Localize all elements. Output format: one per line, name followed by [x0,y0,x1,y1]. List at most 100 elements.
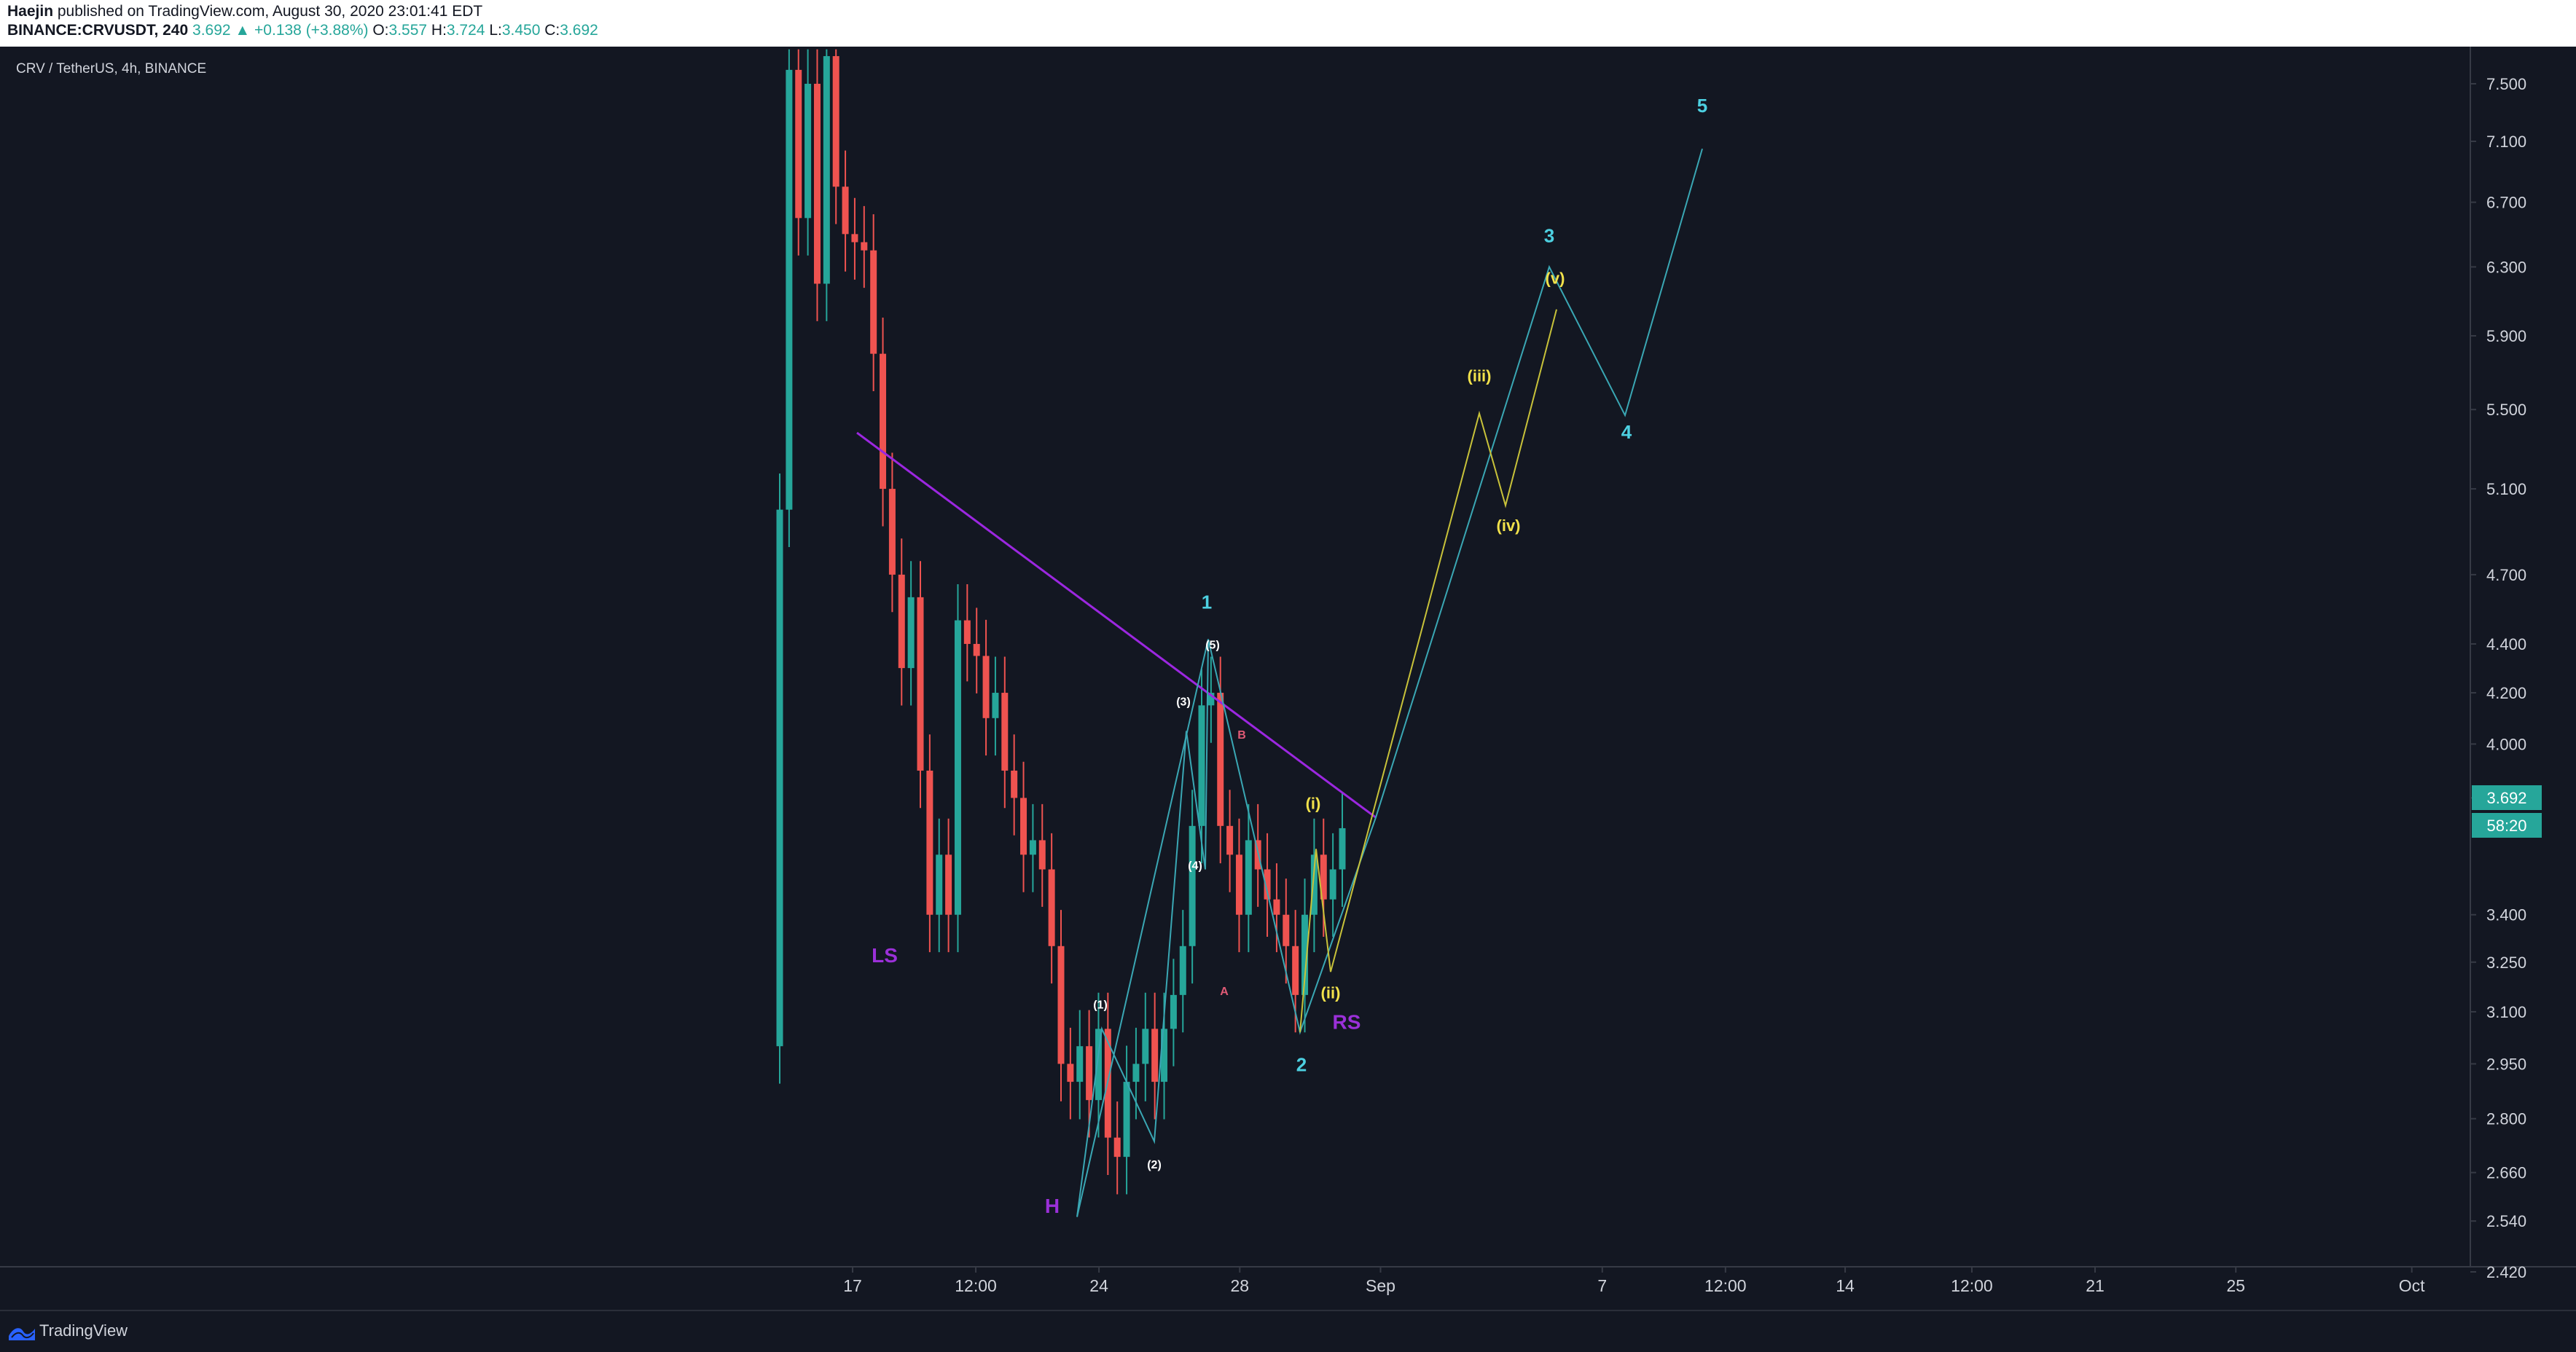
time-tick-label: 25 [2226,1276,2245,1295]
close-value: 3.692 [560,22,598,39]
candle-body [1161,1029,1168,1082]
candle-body [1179,946,1186,995]
wave-label[interactable]: 4 [1621,421,1632,443]
wave-label[interactable]: (iii) [1468,366,1492,385]
price-tick-label: 5.100 [2486,480,2526,498]
time-tick-label: 28 [1231,1276,1250,1295]
wave-label[interactable]: (v) [1546,269,1565,287]
candle-body [936,854,943,915]
price-tick-label: 7.100 [2486,133,2526,151]
candle-body [1151,1029,1159,1082]
wave-label[interactable]: LS [872,944,898,967]
candle-body [823,56,830,284]
time-tick-label: 12:00 [1704,1276,1747,1295]
candle-body [982,656,990,718]
time-tick-label: 21 [2086,1276,2105,1295]
candle-body [880,353,887,490]
candlestick-chart[interactable]: CRV / TetherUS, 4h, BINANCE LS H RS 1 2 3 4 5 (1… [0,47,2576,1310]
candle-body [1067,1064,1074,1082]
candle-body [1264,869,1271,900]
symbol-line: BINANCE:CRVUSDT, 240 [7,22,189,39]
candle-body [1048,869,1055,946]
candle-body [786,69,793,510]
price-tick-label: 3.400 [2486,906,2526,924]
wave-label[interactable]: (ii) [1321,983,1341,1002]
candle-body [795,69,802,219]
candle-body [1226,825,1234,855]
candle-body [1301,914,1309,995]
candle-body [1001,693,1009,771]
tradingview-logo-icon[interactable] [7,1321,36,1342]
wave-label[interactable]: (2) [1147,1159,1162,1171]
wave-label[interactable]: H [1045,1195,1060,1217]
elliott-wave-primary[interactable] [1076,148,1703,1217]
wave-label[interactable]: 1 [1202,592,1212,613]
candle-body [888,489,896,575]
candle-body [1020,798,1027,855]
candle-body [804,84,812,219]
candle-body [963,620,971,644]
candle-body [1123,1082,1130,1158]
price-tick-label: 2.660 [2486,1164,2526,1182]
chart-header: Haejin published on TradingView.com, Aug… [0,0,2576,47]
time-tick-label: 12:00 [955,1276,997,1295]
time-axis: 17 12:00 24 28 Sep 7 12:00 14 12:00 21 25 Oct [843,1267,2425,1295]
price-tick-label: 3.100 [2486,1003,2526,1021]
open-label: O: [372,22,389,39]
candle-body [954,620,961,915]
candle-body [1217,693,1224,826]
candle-body [1339,828,1346,870]
wave-label[interactable]: (3) [1176,696,1191,708]
wave-label[interactable]: B [1237,729,1246,742]
high-value: 3.724 [446,22,485,39]
labels-layer: LS H RS 1 2 3 4 5 (1) (2) (3) (4) (5) A B (i) (ii) (iii) (… [872,95,1707,1217]
candle-body [926,770,933,915]
wave-label[interactable]: 2 [1296,1053,1307,1075]
candle-body [1170,994,1177,1029]
wave-label[interactable]: A [1220,986,1229,998]
price-tick-label: 2.800 [2486,1110,2526,1128]
candle-body [917,597,924,771]
wave-label[interactable]: (1) [1093,999,1108,1011]
chart-frame[interactable]: CRV / TetherUS, 4h, BINANCE LS H RS 1 2 3 4 5 (1… [0,47,2576,1310]
tradingview-brand[interactable]: TradingView [39,1321,128,1340]
candle-body [898,574,905,669]
candle-body [1245,840,1252,915]
price-tick-label: 2.540 [2486,1212,2526,1230]
price-axis: 7.500 7.100 6.700 6.300 5.900 5.500 5.100 4.700… [2470,75,2526,1281]
author-name[interactable]: Haejin [7,3,54,20]
low-value: 3.450 [501,22,541,39]
close-label: C: [544,22,560,39]
candle-body [1076,1046,1084,1082]
price-tick-label: 4.000 [2486,735,2526,753]
elliott-wave-minor[interactable] [1299,309,1557,1033]
candle-body [1292,946,1299,995]
neckline-trendline[interactable] [856,431,1377,819]
ohlc-line: BINANCE:CRVUSDT, 240 3.692 ▲ +0.138 (+3.… [7,22,598,39]
price-change: ▲ +0.138 (+3.88%) [235,22,369,39]
wave-label[interactable]: RS [1333,1010,1361,1033]
time-tick-label: 17 [843,1276,862,1295]
time-tick-label: 7 [1597,1276,1607,1295]
high-label: H: [431,22,447,39]
candle-body [1095,1029,1102,1101]
last-price: 3.692 [192,22,231,39]
wave-label[interactable]: 5 [1697,95,1707,117]
candle-body [1029,840,1036,855]
time-tick-label: Oct [2399,1276,2425,1295]
elliott-wave-subwaves[interactable] [1076,639,1209,1217]
candles-layer [776,49,1346,1195]
price-tick-label: 6.300 [2486,258,2526,276]
candle-body [1057,946,1065,1064]
time-tick-label: 12:00 [1951,1276,1993,1295]
low-label: L: [489,22,502,39]
wave-label[interactable]: (5) [1205,640,1220,652]
wave-label[interactable]: (i) [1306,795,1321,813]
price-tick-label: 2.420 [2486,1263,2526,1281]
wave-label[interactable]: (iv) [1497,516,1521,535]
candle-body [1132,1064,1140,1082]
wave-label[interactable]: 3 [1544,224,1554,246]
price-tick-label: 2.950 [2486,1055,2526,1073]
candle-body [870,250,877,354]
wave-label[interactable]: (4) [1188,860,1202,872]
